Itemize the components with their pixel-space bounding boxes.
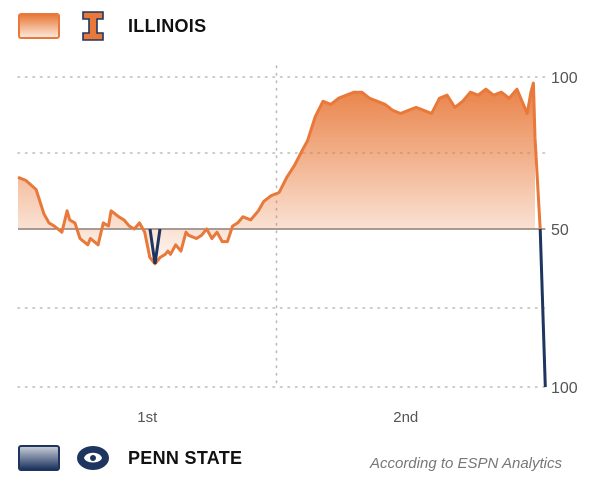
y-tick-label-0: 100 xyxy=(551,70,578,87)
home-team-swatch xyxy=(18,13,60,39)
illinois-block-i-icon xyxy=(76,11,110,41)
home-win-line xyxy=(17,81,537,266)
away-win-line xyxy=(538,228,547,388)
away-team-name: PENN STATE xyxy=(128,447,243,468)
y-tick-label-2: 100 xyxy=(551,380,578,397)
away-team-swatch xyxy=(18,445,60,471)
home-win-area xyxy=(18,83,535,264)
x-axis-ticks: 1st 2nd xyxy=(137,409,418,426)
home-win-line-end xyxy=(533,137,542,230)
penn-state-nittany-lion-icon xyxy=(76,443,110,473)
away-team-header: PENN STATE xyxy=(18,441,242,475)
win-probability-chart: 100 50 100 1st 2nd xyxy=(17,65,578,426)
x-tick-label-2nd: 2nd xyxy=(393,409,418,426)
away-win-dip xyxy=(148,228,162,265)
y-axis-ticks: 100 50 100 xyxy=(551,70,578,397)
home-team-header: ILLINOIS xyxy=(18,9,206,43)
footnote: According to ESPN Analytics xyxy=(369,455,562,472)
y-tick-label-1: 50 xyxy=(551,222,569,239)
x-tick-label-1st: 1st xyxy=(137,409,158,426)
home-team-name: ILLINOIS xyxy=(128,15,207,36)
